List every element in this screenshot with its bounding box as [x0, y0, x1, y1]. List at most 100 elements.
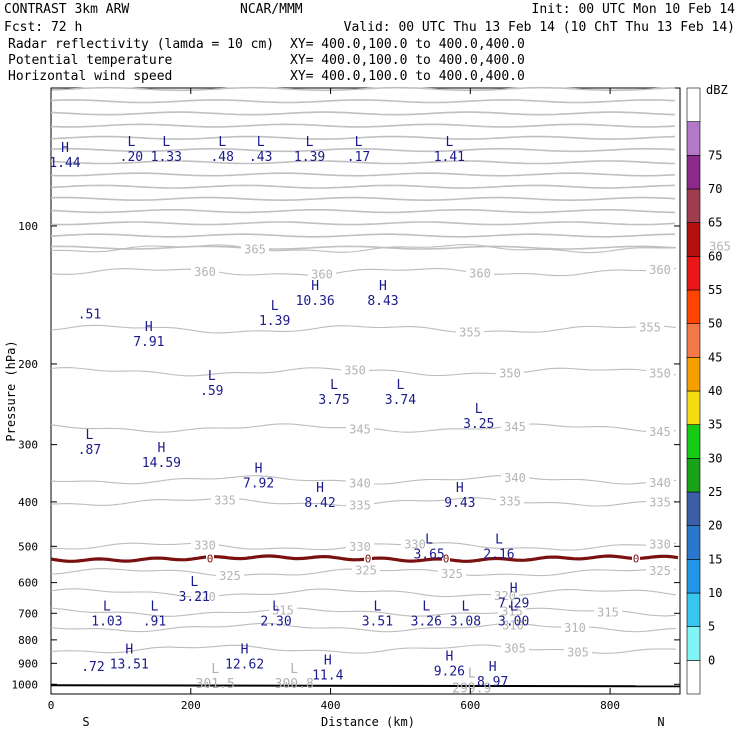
colorbar-label-70: 70 — [708, 182, 722, 196]
x-tick-label-0: 0 — [48, 699, 55, 712]
theta-label-335-0: 335 — [214, 493, 236, 507]
theta-label-bg-305-0 — [501, 640, 529, 654]
colorbar-label-45: 45 — [708, 350, 722, 364]
wind-extremum-letter-19: H — [255, 461, 263, 476]
theta-label-bg-315-2 — [594, 604, 622, 618]
legend-name-1: Potential temperature — [8, 53, 173, 68]
wind-extremum-letter-3: L — [218, 135, 226, 150]
theta-label-325-2: 325 — [441, 567, 463, 581]
terrain-line — [50, 684, 681, 688]
colorbar-swatch-1 — [686, 626, 701, 661]
theta-contour-365 — [50, 244, 677, 254]
colorbar-swatch-17 — [686, 87, 701, 122]
colorbar-label-75: 75 — [708, 148, 722, 162]
wind-extremum-letter-32: L — [510, 599, 518, 614]
theta-contour-360 — [50, 267, 677, 277]
theta-label-330-2: 330 — [404, 537, 426, 551]
wind-extremum-letter-9: H — [145, 320, 153, 335]
colorbar-swatch-2 — [686, 592, 701, 627]
wind-extremum-letter-1: L — [127, 135, 135, 150]
theta-label-350-2: 350 — [649, 366, 671, 380]
wind-extremum-letter-11: H — [311, 279, 319, 294]
dbz-label-bg-2 — [442, 553, 450, 564]
wind-extremum-value-13: .59 — [200, 384, 223, 399]
y-tick-label-900: 900 — [18, 657, 38, 670]
theta-label-bg-310-1 — [561, 620, 589, 634]
colorbar-label-55: 55 — [708, 283, 722, 297]
wind-extremum-letter-37: H — [445, 649, 453, 664]
theta-band-line-6 — [50, 160, 676, 165]
wind-extremum-value-31: 3.08 — [450, 614, 481, 629]
wind-extremum-value-10: 1.39 — [259, 314, 290, 329]
theta-label-365-1: 365 — [709, 240, 731, 254]
legend-name-0: Radar reflectivity (lamda = 10 cm) — [8, 37, 274, 52]
x-tick-label-400: 400 — [321, 699, 341, 712]
wind-extremum-letter-12: H — [379, 279, 387, 294]
wind-extremum-letter-31: L — [462, 599, 470, 614]
colorbar-swatch-0 — [686, 660, 701, 695]
theta-label-325-0: 325 — [219, 569, 241, 583]
wind-extremum-letter-28: L — [272, 599, 280, 614]
theta-label-bg-350-2 — [646, 365, 674, 379]
colorbar-label-10: 10 — [708, 586, 722, 600]
theta-label-bg-325-2 — [438, 565, 466, 579]
theta-label-360-2: 360 — [469, 266, 491, 280]
colorbar-label-60: 60 — [708, 249, 722, 263]
colorbar-label-30: 30 — [708, 451, 722, 465]
wind-extremum-value-4: .43 — [249, 150, 272, 165]
wind-extremum-value-36: 11.4 — [312, 669, 343, 684]
theta-label-310-0: 310 — [502, 619, 524, 633]
theta-label-320-0: 320 — [194, 590, 216, 604]
theta-label-340-1: 340 — [504, 471, 526, 485]
theta-label-310-1: 310 — [564, 621, 586, 635]
header-valid: Valid: 00 UTC Thu 13 Feb 14 (10 ChT Thu … — [344, 20, 735, 35]
theta-band-line-13 — [50, 245, 676, 250]
theta-label-330-1: 330 — [349, 540, 371, 554]
y-tick-label-700: 700 — [18, 607, 38, 620]
wind-extremum-letter-15: L — [397, 378, 405, 393]
theta-label-bg-340-0 — [346, 475, 374, 489]
theta-label-360-0: 360 — [194, 265, 216, 279]
wind-extremum-value-16: 3.25 — [463, 417, 494, 432]
theta-extremum-value-2: 299.9 — [452, 681, 491, 696]
colorbar-swatch-7 — [686, 424, 701, 459]
wind-extremum-letter-38: H — [489, 660, 497, 675]
theta-label-350-1: 350 — [499, 367, 521, 381]
colorbar-label-15: 15 — [708, 552, 722, 566]
wind-extremum-value-18: 14.59 — [142, 456, 181, 471]
theta-label-bg-355-1 — [636, 319, 664, 333]
theta-band-line-10 — [50, 209, 676, 214]
wind-extremum-value-3: .48 — [210, 150, 233, 165]
colorbar-swatch-14 — [686, 188, 701, 223]
wind-extremum-value-17: .87 — [78, 443, 101, 458]
theta-contour-315 — [50, 607, 677, 617]
theta-extremum-letter-1: L — [290, 662, 298, 677]
theta-label-335-2: 335 — [499, 495, 521, 509]
wind-extremum-value-25: 7.29 — [498, 596, 529, 611]
theta-label-325-1: 325 — [355, 564, 377, 578]
y-tick-label-600: 600 — [18, 577, 38, 590]
theta-contour-320 — [50, 588, 677, 598]
wind-extremum-value-21: 9.43 — [444, 496, 475, 511]
dbz-label-bg-3 — [632, 553, 640, 564]
wind-extremum-value-1: .20 — [120, 150, 143, 165]
colorbar-label-5: 5 — [708, 620, 715, 634]
colorbar-unit: dBZ — [706, 83, 728, 97]
theta-extremum-value-0: 301.5 — [196, 677, 235, 692]
colorbar-swatch-9 — [686, 357, 701, 392]
x-axis-right-end: N — [657, 715, 664, 729]
dbz-label-bg-1 — [364, 553, 372, 564]
theta-label-320-1: 320 — [494, 589, 516, 603]
theta-label-bg-350-1 — [496, 365, 524, 379]
legend-xy-1: XY= 400.0,100.0 to 400.0,400.0 — [290, 53, 525, 68]
colorbar-swatch-3 — [686, 559, 701, 594]
wind-extremum-letter-4: L — [257, 135, 265, 150]
wind-extremum-letter-2: L — [162, 135, 170, 150]
wind-extremum-letter-24: L — [190, 575, 198, 590]
wind-extremum-value-27: .91 — [143, 614, 166, 629]
colorbar-swatch-15 — [686, 155, 701, 190]
y-tick-label-400: 400 — [18, 496, 38, 509]
wind-extremum-letter-0: H — [61, 141, 69, 156]
theta-label-bg-350-0 — [341, 362, 369, 376]
